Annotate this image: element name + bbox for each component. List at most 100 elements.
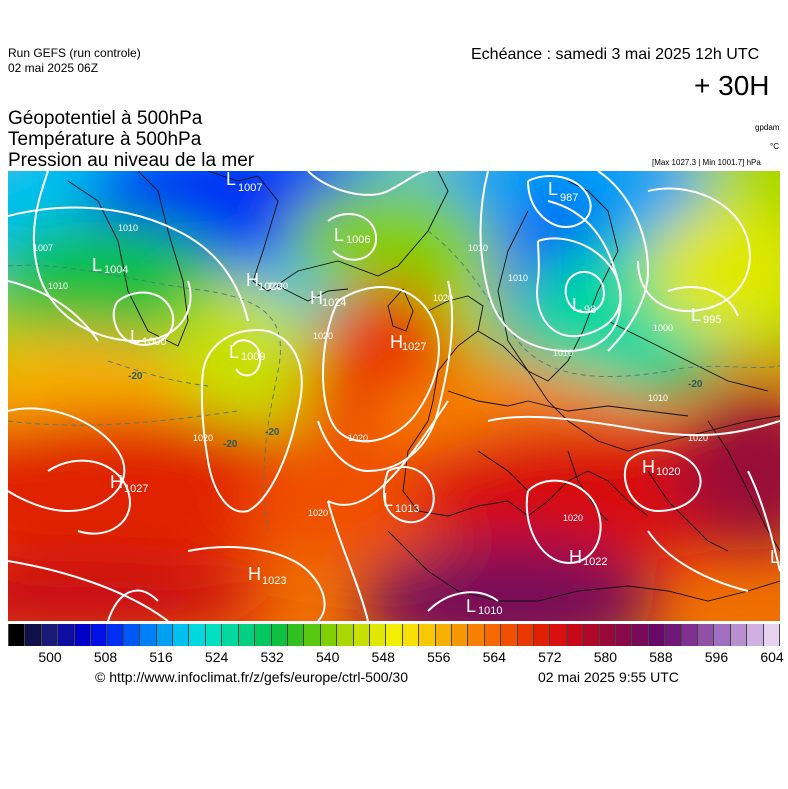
- colorbar-tick-label: 596: [704, 649, 729, 665]
- svg-text:98: 98: [584, 304, 596, 316]
- layer-pressure: Pression au niveau de la mer: [8, 150, 255, 171]
- colorbar-cell: [156, 624, 174, 646]
- pressure-system: H 1027: [110, 472, 148, 495]
- colorbar-cell: [41, 624, 59, 646]
- pressure-systems: L 1007 L 987 L 1006 L 1004 H 1020 H 1024 L 1000…: [92, 171, 780, 617]
- isobar-label: 1010: [48, 281, 68, 291]
- colorbar-cell: [534, 624, 551, 646]
- colorbar-cell: [337, 624, 354, 646]
- colorbar-cell: [74, 624, 92, 646]
- pressure-system: H 1023: [248, 564, 286, 587]
- colorbar-tick-label: 580: [593, 649, 618, 665]
- svg-text:1013: 1013: [395, 503, 419, 515]
- pressure-system: L 987: [548, 179, 578, 204]
- colorbar-cell: [320, 624, 338, 646]
- colorbar-tick-label: 508: [93, 649, 118, 665]
- colorbar-cell: [222, 624, 239, 646]
- colorbar-cell: [566, 624, 584, 646]
- colorbar-cell: [386, 624, 403, 646]
- copyright: © http://www.infoclimat.fr/z/gefs/europe…: [95, 669, 409, 685]
- pressure-system: L 1009: [229, 342, 265, 363]
- colorbar-cell: [648, 624, 666, 646]
- colorbar-cell: [747, 624, 764, 646]
- isotherm-label: -20: [688, 379, 703, 390]
- colorbar-cell: [583, 624, 600, 646]
- svg-text:L: L: [92, 255, 102, 275]
- issue-time: 02 mai 2025 9:55 UTC: [538, 669, 679, 685]
- isobar-label: 1020: [348, 433, 368, 443]
- colorbar-cell: [632, 624, 649, 646]
- isotherm-labels: -20 -20 -20 -20: [128, 371, 703, 450]
- colorbar-cell: [599, 624, 617, 646]
- svg-text:L: L: [466, 596, 476, 616]
- svg-text:1006: 1006: [346, 234, 370, 246]
- colorbar-cell: [763, 624, 781, 646]
- pressure-system: L 1004: [92, 255, 128, 276]
- colorbar-cell: [91, 624, 108, 646]
- isobar-label: 1010: [508, 273, 528, 283]
- pressure-system: H 1022: [569, 547, 607, 568]
- colorbar-cell: [140, 624, 157, 646]
- svg-text:L: L: [334, 225, 344, 245]
- run-date: 02 mai 2025 06Z: [8, 61, 99, 75]
- svg-text:H: H: [110, 472, 123, 492]
- svg-text:995: 995: [703, 314, 721, 326]
- geopotential-field: [8, 171, 780, 621]
- isobar-label: 1020: [433, 293, 453, 303]
- colorbar-cell: [714, 624, 731, 646]
- svg-text:H: H: [569, 547, 582, 567]
- svg-text:1020: 1020: [258, 281, 282, 293]
- colorbar-cell: [369, 624, 387, 646]
- layer-geopotential: Géopotentiel à 500hPa: [8, 108, 203, 129]
- colorbar-cell: [271, 624, 288, 646]
- unit-geopotential: gpdam: [755, 123, 780, 132]
- coastlines: [67, 171, 780, 602]
- colorbar-cell: [665, 624, 682, 646]
- pressure-system: L 1010: [466, 596, 502, 617]
- colorbar-tick-label: 524: [204, 649, 229, 665]
- colorbar-cell: [238, 624, 256, 646]
- isotherm-label: -20: [128, 371, 143, 382]
- colorbar-cell: [123, 624, 141, 646]
- pressure-extremes: [Max 1027.3 | Min 1001.7] hPa: [652, 158, 761, 167]
- pressure-system: H 1027: [390, 332, 426, 353]
- colorbar-tick-label: 548: [371, 649, 395, 665]
- isobar-label: 1020: [313, 331, 333, 341]
- colorbar-cell: [698, 624, 715, 646]
- svg-text:1023: 1023: [262, 575, 286, 587]
- svg-text:987: 987: [560, 192, 578, 204]
- isotherms: [8, 230, 780, 532]
- weather-map: 1007 1010 1010 1020 1020 1020 1020 1020 …: [8, 171, 780, 621]
- svg-text:1020: 1020: [656, 466, 680, 478]
- svg-text:H: H: [310, 288, 323, 308]
- colorbar-cell: [353, 624, 370, 646]
- colorbar-cell: [517, 624, 534, 646]
- colorbar-tick-label: 500: [38, 649, 62, 665]
- isotherm-label: -20: [265, 427, 280, 438]
- colorbar-cell: [681, 624, 699, 646]
- pressure-system: L 1007: [226, 171, 262, 194]
- svg-text:L: L: [383, 490, 393, 510]
- pressure-system: L: [770, 547, 780, 567]
- colorbar-tick-label: 588: [649, 649, 673, 665]
- svg-text:L: L: [229, 342, 239, 362]
- svg-text:L: L: [770, 547, 780, 567]
- valid-time: Echéance : samedi 3 mai 2025 12h UTC: [471, 46, 760, 63]
- isobar-label: 1020: [308, 508, 328, 518]
- colorbar-cell: [255, 624, 272, 646]
- colorbar-cell: [402, 624, 420, 646]
- isobar-label: 1020: [193, 433, 213, 443]
- colorbar-cell: [205, 624, 223, 646]
- svg-text:H: H: [246, 270, 259, 290]
- pressure-system: L 995: [691, 305, 721, 326]
- colorbar-cell: [484, 624, 502, 646]
- isobar-labels: 1007 1010 1010 1020 1020 1020 1020 1020 …: [33, 223, 708, 523]
- colorbar-cell: [419, 624, 436, 646]
- isobar-label: 1000: [653, 323, 673, 333]
- isotherm-label: -20: [223, 439, 238, 450]
- colorbar-cell: [304, 624, 321, 646]
- isobar-label: 1020: [688, 433, 708, 443]
- svg-text:1022: 1022: [583, 556, 607, 568]
- svg-text:H: H: [642, 457, 655, 477]
- colorbar-cell: [451, 624, 469, 646]
